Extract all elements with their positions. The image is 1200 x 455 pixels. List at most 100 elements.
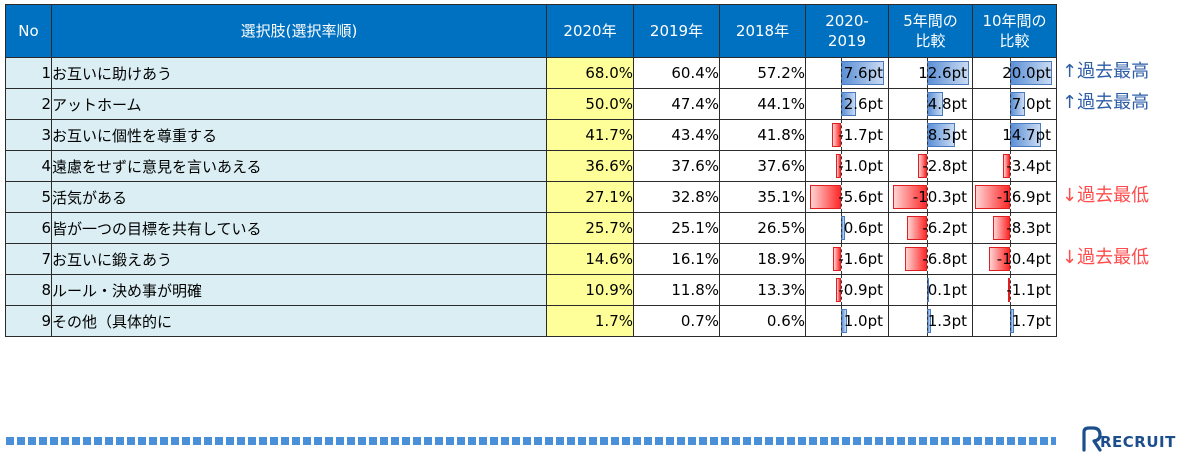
value-2019: 0.7%	[633, 305, 720, 337]
diff-label-d1: -1.6pt	[838, 250, 883, 268]
footer-stripe	[6, 437, 1056, 445]
choice-label: 皆が一つの目標を共有している	[51, 212, 547, 244]
diff-label-d1: -0.9pt	[838, 281, 883, 299]
diff-label-d10: -3.4pt	[1006, 157, 1051, 175]
row-number: 1	[5, 57, 52, 89]
value-2018: 0.6%	[719, 305, 806, 337]
zero-line	[841, 244, 843, 274]
zero-line	[927, 89, 929, 119]
choice-label: お互いに助けあう	[51, 57, 547, 89]
zero-line	[1010, 306, 1012, 336]
value-2020: 50.0%	[546, 88, 634, 120]
zero-line	[841, 89, 843, 119]
zero-line	[1010, 120, 1012, 150]
diff-cell-d5: -10.3pt	[888, 181, 973, 213]
diff-bar-d10	[1003, 154, 1011, 178]
diff-cell-d5: 8.5pt	[888, 119, 973, 151]
value-2018: 57.2%	[719, 57, 806, 89]
note-low: ↓過去最低	[1062, 185, 1150, 206]
zero-line	[1010, 244, 1012, 274]
diff-cell-d10: 14.7pt	[972, 119, 1057, 151]
diff-cell-d10: -16.9pt	[972, 181, 1057, 213]
choice-label: お互いに個性を尊重する	[51, 119, 547, 151]
zero-line	[927, 182, 929, 212]
value-2020: 41.7%	[546, 119, 634, 151]
diff-bar-d5	[893, 185, 928, 209]
value-2020: 68.0%	[546, 57, 634, 89]
diff-bar-d1	[832, 247, 842, 271]
diff-label-d1: 7.6pt	[843, 64, 883, 82]
table-row: 9 その他（具体的に 1.7% 0.7% 0.6% 1.0pt 1.3pt 1.7pt	[5, 305, 1057, 337]
header-no: No	[5, 4, 52, 58]
diff-cell-d10: -3.4pt	[972, 150, 1057, 182]
value-2020: 36.6%	[546, 150, 634, 182]
table-row: 3 お互いに個性を尊重する 41.7% 43.4% 41.8% -1.7pt 8.5pt 14…	[5, 119, 1057, 151]
diff-bar-d1	[810, 185, 842, 209]
diff-label-d1: -5.6pt	[838, 188, 883, 206]
choice-label: 遠慮をせずに意見を言いあえる	[51, 150, 547, 182]
choice-label: お互いに鍛えあう	[51, 243, 547, 275]
zero-line	[927, 244, 929, 274]
diff-cell-d1: -1.7pt	[805, 119, 889, 151]
row-number: 4	[5, 150, 52, 182]
row-number: 9	[5, 305, 52, 337]
header-2020: 2020年	[546, 4, 634, 58]
choice-label: 活気がある	[51, 181, 547, 213]
value-2019: 47.4%	[633, 88, 720, 120]
zero-line	[1010, 213, 1012, 243]
diff-cell-d10: -8.3pt	[972, 212, 1057, 244]
note-low: ↓過去最低	[1062, 247, 1150, 268]
zero-line	[1010, 151, 1012, 181]
diff-label-d5: 8.5pt	[927, 126, 967, 144]
header-diff-5yr-line2: 比較	[915, 32, 946, 50]
zero-line	[927, 58, 929, 88]
diff-label-d1: -1.0pt	[838, 157, 883, 175]
header-diff-1yr-line1: 2020-	[825, 12, 869, 30]
value-2020: 10.9%	[546, 274, 634, 306]
zero-line	[841, 58, 843, 88]
diff-cell-d5: 4.8pt	[888, 88, 973, 120]
zero-line	[927, 120, 929, 150]
value-2020: 1.7%	[546, 305, 634, 337]
diff-cell-d5: -2.8pt	[888, 150, 973, 182]
diff-label-d5: 12.6pt	[918, 64, 967, 82]
diff-label-d10: -10.4pt	[996, 250, 1051, 268]
diff-label-d10: 14.7pt	[1002, 126, 1051, 144]
zero-line	[927, 151, 929, 181]
survey-table: No 選択肢(選択率順) 2020年 2019年 2018年 2020- 201…	[5, 4, 1057, 337]
header-row: No 選択肢(選択率順) 2020年 2019年 2018年 2020- 201…	[5, 4, 1057, 58]
choice-label: アットホーム	[51, 88, 547, 120]
value-2020: 27.1%	[546, 181, 634, 213]
diff-cell-d1: 2.6pt	[805, 88, 889, 120]
table-row: 1 お互いに助けあう 68.0% 60.4% 57.2% 7.6pt 12.6pt 20.0p…	[5, 57, 1057, 89]
zero-line	[841, 275, 843, 305]
diff-label-d5: -6.2pt	[922, 219, 967, 237]
table-row: 8 ルール・決め事が明確 10.9% 11.8% 13.3% -0.9pt 0.1pt -1.…	[5, 274, 1057, 306]
zero-line	[927, 275, 929, 305]
value-2019: 32.8%	[633, 181, 720, 213]
header-diff-5yr: 5年間の 比較	[888, 4, 973, 58]
row-number: 8	[5, 274, 52, 306]
recruit-logo: RECRUIT	[1080, 426, 1192, 452]
value-2020: 14.6%	[546, 243, 634, 275]
zero-line	[1010, 89, 1012, 119]
header-diff-10yr: 10年間の 比較	[972, 4, 1057, 58]
header-2018: 2018年	[719, 4, 806, 58]
diff-label-d10: -1.1pt	[1006, 281, 1051, 299]
diff-label-d5: -6.8pt	[922, 250, 967, 268]
diff-cell-d10: 20.0pt	[972, 57, 1057, 89]
diff-cell-d5: 1.3pt	[888, 305, 973, 337]
diff-cell-d1: 0.6pt	[805, 212, 889, 244]
diff-label-d5: 0.1pt	[927, 281, 967, 299]
diff-label-d10: 7.0pt	[1011, 95, 1051, 113]
value-2018: 41.8%	[719, 119, 806, 151]
diff-bar-d10	[1010, 61, 1052, 85]
value-2018: 44.1%	[719, 88, 806, 120]
diff-label-d1: 1.0pt	[843, 312, 883, 330]
value-2018: 18.9%	[719, 243, 806, 275]
row-number: 3	[5, 119, 52, 151]
zero-line	[841, 213, 843, 243]
diff-bar-d1	[835, 154, 842, 178]
diff-cell-d5: 12.6pt	[888, 57, 973, 89]
note-high: ↑過去最高	[1062, 61, 1150, 82]
